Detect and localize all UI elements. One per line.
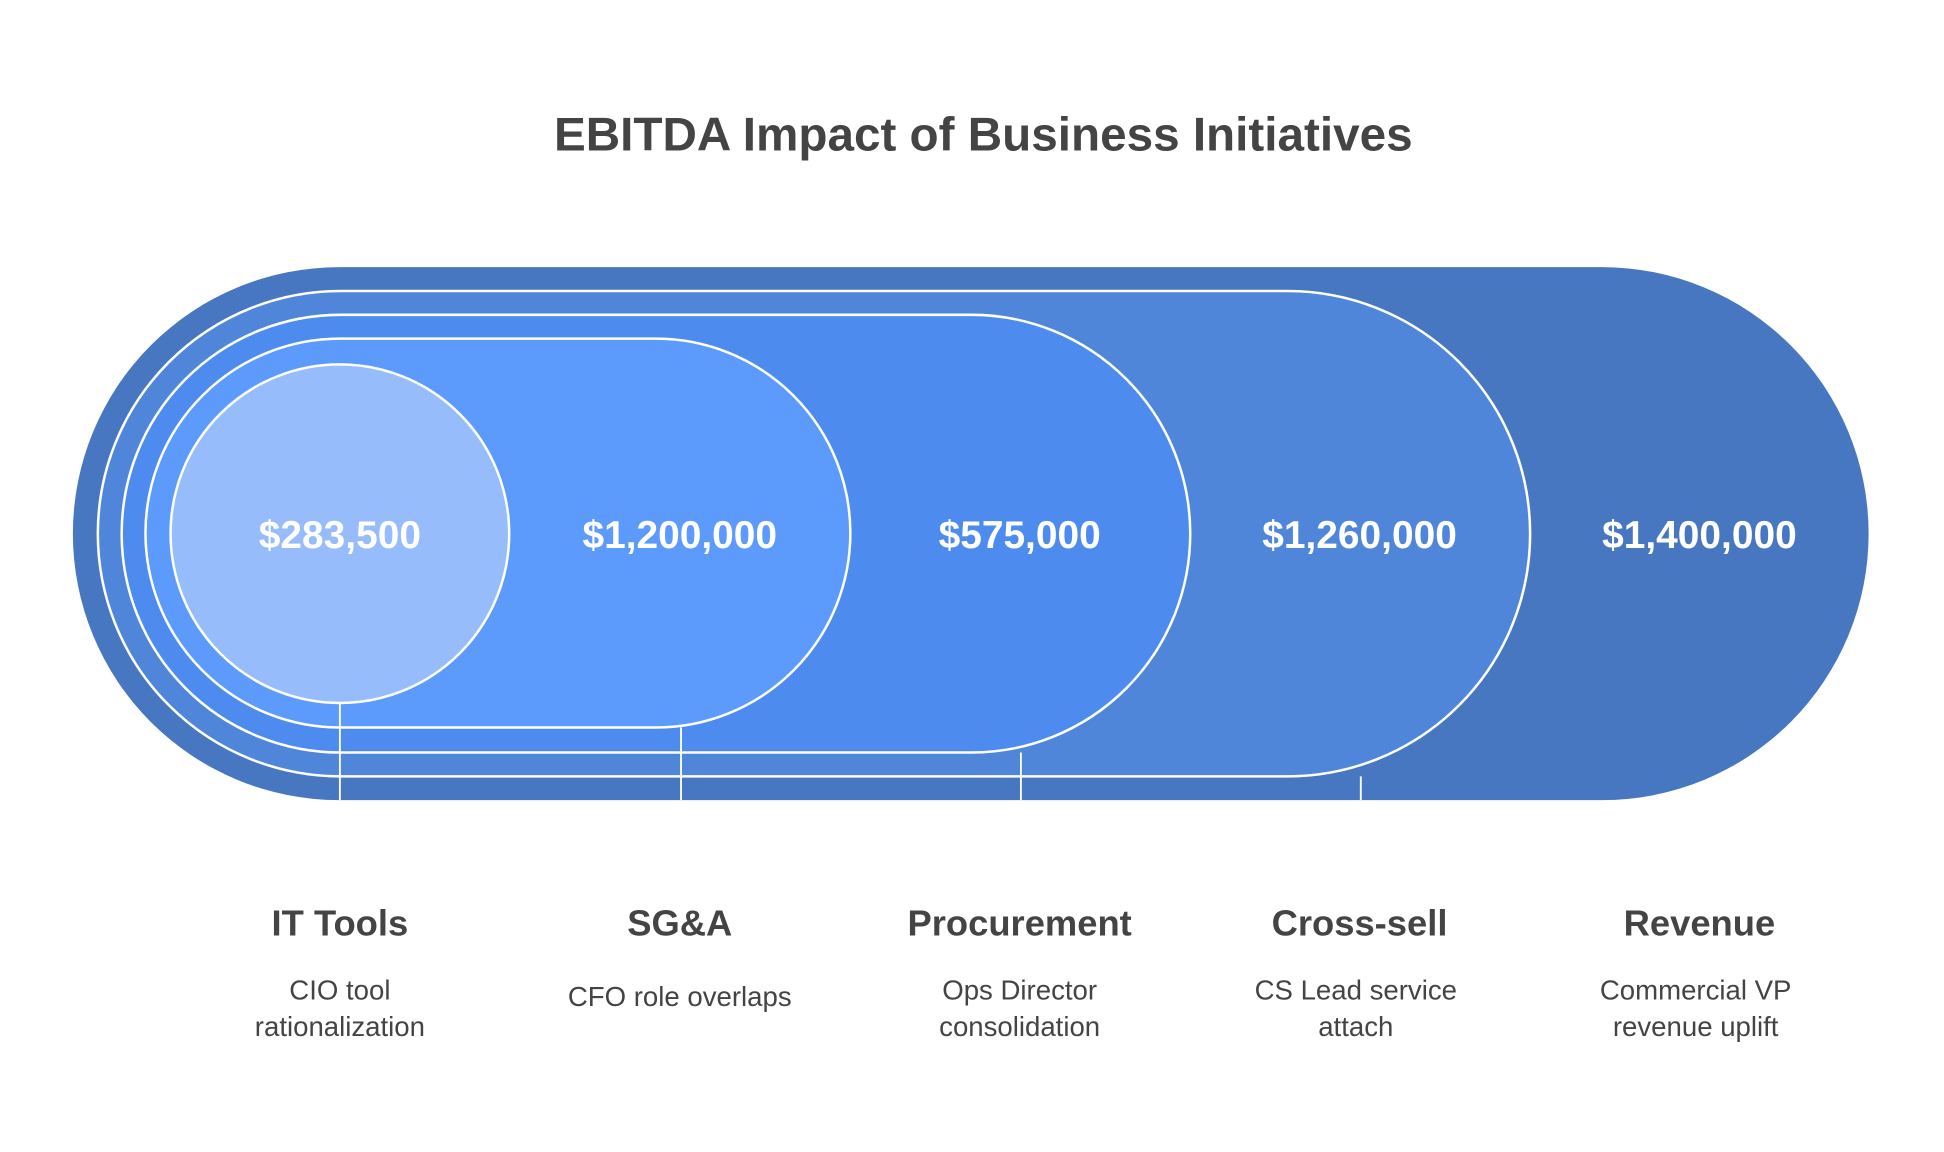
sga-label: SG&A — [627, 903, 732, 944]
revenue-value: $1,400,000 — [1602, 514, 1797, 557]
revenue-label: Revenue — [1624, 903, 1776, 944]
page-title: EBITDA Impact of Business Initiatives — [554, 109, 1413, 162]
revenue-description-1: Commercial VP — [1600, 975, 1792, 1006]
sga-description: CFO role overlaps — [568, 981, 792, 1012]
procurement-label: Procurement — [908, 903, 1132, 944]
cross-sell-label: Cross-sell — [1272, 903, 1448, 944]
procurement-description-2: consolidation — [939, 1011, 1100, 1042]
it-tools-description-1: CIO tool — [289, 975, 390, 1006]
procurement-description-1: Ops Director — [942, 975, 1097, 1006]
cross-sell-description-2: attach — [1318, 1011, 1393, 1042]
cross-sell-value: $1,260,000 — [1262, 514, 1457, 557]
sga-value: $1,200,000 — [582, 514, 777, 557]
procurement-value: $575,000 — [939, 514, 1101, 557]
cross-sell-description-1: CS Lead service — [1255, 975, 1457, 1006]
it-tools-label: IT Tools — [272, 903, 409, 944]
revenue-description-2: revenue uplift — [1613, 1011, 1779, 1042]
it-tools-value: $283,500 — [259, 514, 421, 557]
it-tools-description-2: rationalization — [255, 1011, 425, 1042]
